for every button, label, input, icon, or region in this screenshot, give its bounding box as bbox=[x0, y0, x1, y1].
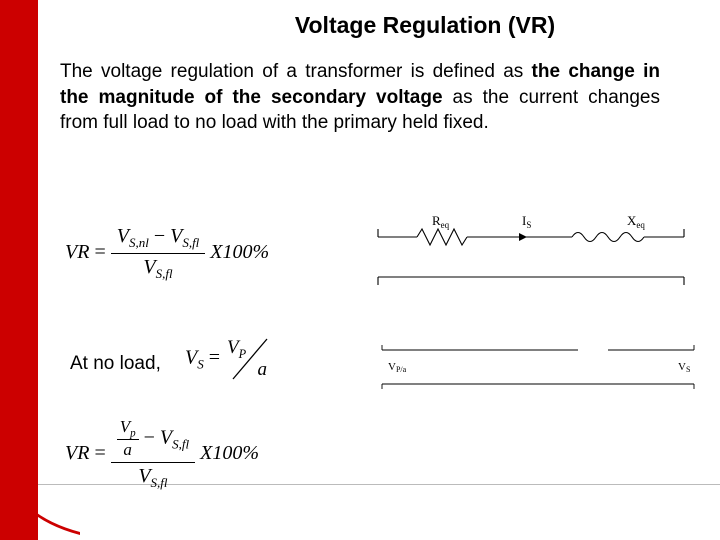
f2-tail: X100% bbox=[200, 442, 259, 464]
c2-vp-sub: P/a bbox=[396, 365, 407, 374]
c2-vs: V bbox=[678, 361, 686, 373]
f1-num-left: V bbox=[117, 225, 129, 247]
c2-vs-sub: S bbox=[686, 365, 690, 374]
f1-num-right: V bbox=[170, 225, 182, 247]
no-load-row: At no load, VS = VP a VP/a VS bbox=[70, 335, 710, 405]
c2-vp: V bbox=[388, 361, 396, 373]
vr-formula-2: VR = Vp a − VS,fl VS,fl X100% bbox=[65, 415, 259, 493]
svg-text:VP/a: VP/a bbox=[388, 361, 407, 374]
c1-r: R bbox=[432, 215, 441, 228]
formula-row-1: VR = VS,nl − VS,fl VS,fl X100% bbox=[60, 215, 700, 305]
definition-pre: The voltage regulation of a transformer … bbox=[60, 61, 532, 82]
vsf-lhs: V bbox=[185, 347, 197, 369]
slide-content: Voltage Regulation (VR) The voltage regu… bbox=[60, 0, 700, 540]
f1-minus: − bbox=[154, 225, 165, 247]
left-accent-bar bbox=[0, 0, 38, 540]
f2-num-top-sub: p bbox=[130, 427, 136, 439]
svg-text:VS: VS bbox=[678, 361, 690, 374]
f2-num-den: a bbox=[117, 440, 139, 460]
f1-lhs: VR bbox=[65, 241, 89, 263]
c1-x-sub: eq bbox=[636, 220, 645, 230]
vs-formula: VS = VP a bbox=[185, 335, 273, 383]
equivalent-circuit-diagram: Req IS Xeq bbox=[372, 215, 692, 293]
f2-lhs: VR bbox=[65, 442, 89, 464]
f1-den-sub: S,fl bbox=[156, 266, 173, 281]
definition-text: The voltage regulation of a transformer … bbox=[60, 59, 700, 136]
c1-i-sub: S bbox=[526, 220, 531, 230]
f2-den-sub: S,fl bbox=[151, 475, 168, 490]
f2-num-top: V bbox=[120, 417, 130, 436]
vr-formula-1: VR = VS,nl − VS,fl VS,fl X100% bbox=[65, 223, 269, 284]
svg-text:IS: IS bbox=[522, 215, 531, 230]
equals-sign: = bbox=[94, 241, 110, 263]
f2-num-right-sub: S,fl bbox=[172, 436, 189, 451]
svg-text:Req: Req bbox=[432, 215, 450, 230]
f2-fraction: Vp a − VS,fl VS,fl bbox=[111, 415, 195, 493]
f1-num-right-sub: S,fl bbox=[182, 235, 199, 250]
vsf-lhs-sub: S bbox=[197, 357, 204, 372]
circuit-diagram-2: VP/a VS bbox=[378, 340, 702, 395]
f1-tail: X100% bbox=[210, 241, 269, 263]
svg-text:Xeq: Xeq bbox=[627, 215, 645, 230]
f2-inner-frac: Vp a bbox=[117, 417, 139, 460]
vsf-diag-frac: VP a bbox=[225, 335, 273, 383]
f2-num-right: V bbox=[160, 426, 172, 448]
c1-r-sub: eq bbox=[441, 220, 450, 230]
f1-num-left-sub: S,nl bbox=[129, 235, 149, 250]
vsf-den: a bbox=[258, 359, 268, 381]
f1-den: V bbox=[143, 256, 155, 278]
f2-den: V bbox=[138, 465, 150, 487]
page-title: Voltage Regulation (VR) bbox=[60, 12, 700, 39]
f2-minus: − bbox=[144, 426, 155, 448]
f1-fraction: VS,nl − VS,fl VS,fl bbox=[111, 223, 206, 284]
no-load-label: At no load, bbox=[70, 353, 161, 375]
